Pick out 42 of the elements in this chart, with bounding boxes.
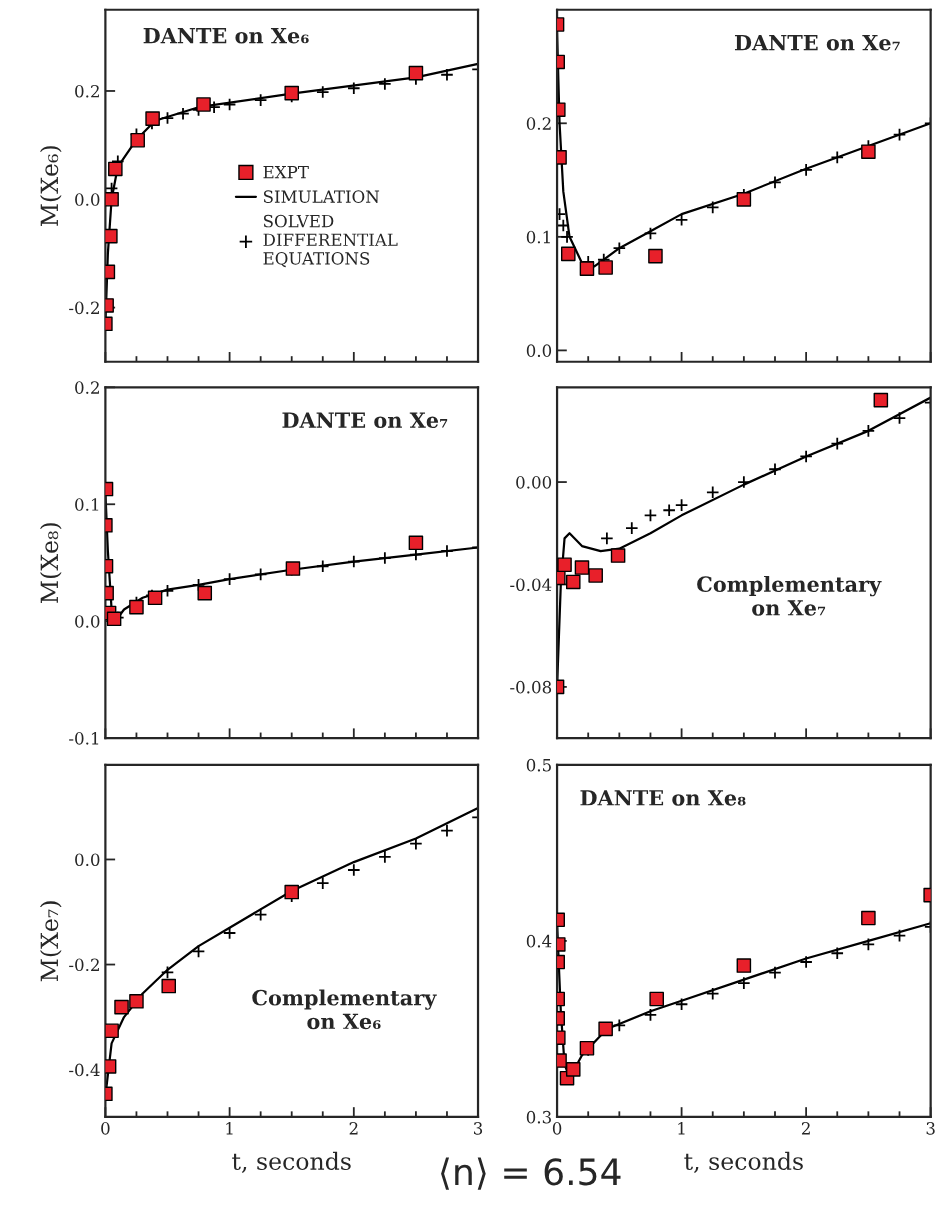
legend-label: SOLVED DIFFERENTIAL EQUATIONS bbox=[263, 214, 398, 268]
y-tick-label: -0.1 bbox=[69, 732, 99, 745]
y-tick-label: 0.4 bbox=[526, 934, 552, 948]
y-tick-label: 0.0 bbox=[75, 615, 100, 628]
x-tick-label: 2 bbox=[349, 1122, 358, 1135]
x-axis-title: t, seconds bbox=[232, 1151, 351, 1173]
annotation: DANTE on Xe₇ bbox=[734, 35, 900, 51]
annotation: Complementary on Xe₇ bbox=[697, 575, 882, 616]
y-tick-label: 0.3 bbox=[526, 1110, 551, 1124]
y-tick-label: 0.1 bbox=[526, 230, 550, 244]
x-tick-label: 1 bbox=[678, 1122, 685, 1135]
y-axis-title: M(Xe₈) bbox=[39, 523, 62, 603]
y-tick-label: -0.2 bbox=[69, 301, 99, 315]
x-tick-label: 3 bbox=[474, 1122, 483, 1135]
annotation: Complementary on Xe₆ bbox=[252, 989, 437, 1030]
y-tick-label: 0.2 bbox=[75, 381, 99, 394]
y-tick-label: -0.4 bbox=[69, 1063, 100, 1077]
y-tick-label: 0.0 bbox=[526, 344, 552, 357]
x-tick-label: 2 bbox=[801, 1122, 810, 1135]
y-tick-label: 0.2 bbox=[526, 117, 551, 130]
y-tick-label: -0.04 bbox=[510, 578, 552, 592]
legend-label: EXPT bbox=[263, 166, 309, 179]
y-tick-label: 0.0 bbox=[75, 853, 100, 867]
y-tick-label: 0.00 bbox=[516, 476, 552, 489]
x-tick-label: 3 bbox=[926, 1122, 935, 1135]
y-tick-label: 0.2 bbox=[75, 84, 99, 98]
x-axis-title: t, seconds bbox=[684, 1151, 803, 1173]
text: ⟨n⟩ = 6.54 bbox=[441, 1157, 621, 1190]
y-axis-title: M(Xe₇) bbox=[39, 901, 62, 982]
y-tick-label: -0.2 bbox=[69, 958, 99, 972]
x-tick-label: 1 bbox=[226, 1122, 233, 1135]
y-axis-title: M(Xe₆) bbox=[39, 146, 62, 226]
y-tick-label: 0.0 bbox=[75, 193, 100, 206]
y-tick-label: 0.1 bbox=[75, 498, 99, 511]
annotation: DANTE on Xe₆ bbox=[143, 27, 309, 44]
annotation: DANTE on Xe₈ bbox=[580, 790, 746, 806]
annotation: DANTE on Xe₇ bbox=[282, 412, 448, 429]
legend-label: SIMULATION bbox=[263, 190, 380, 203]
y-tick-label: -0.08 bbox=[510, 680, 552, 694]
x-tick-label: 0 bbox=[101, 1122, 110, 1135]
x-tick-label: 0 bbox=[552, 1122, 562, 1135]
y-tick-label: 0.5 bbox=[526, 758, 551, 772]
